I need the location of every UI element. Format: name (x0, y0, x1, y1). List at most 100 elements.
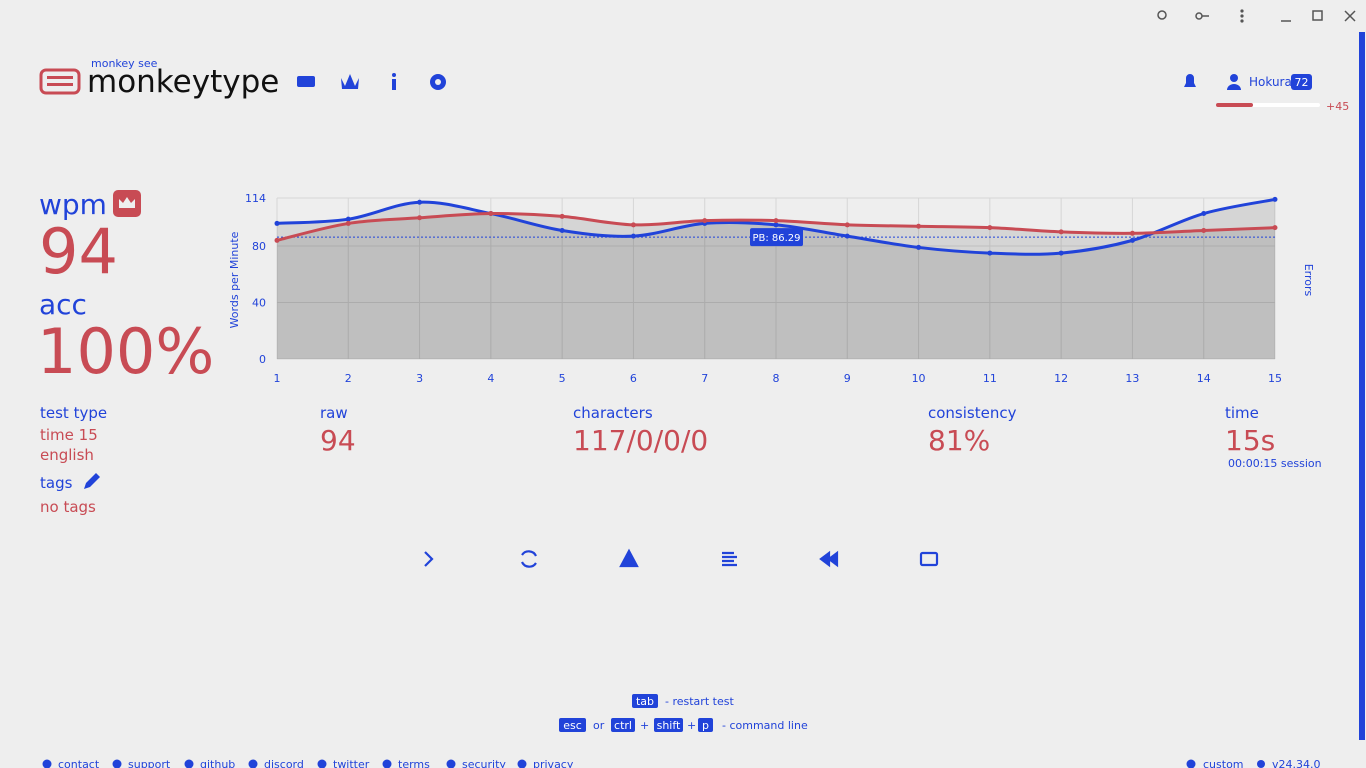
link-icon (517, 759, 527, 768)
link-icon (112, 759, 122, 768)
stat-label: consistency (928, 404, 1017, 422)
x-tick-label: 12 (1054, 372, 1068, 385)
key-label: ctrl (614, 719, 632, 732)
tags-label: tags (40, 474, 73, 492)
tags: no tags (40, 498, 96, 516)
footer-link[interactable]: twitter (333, 758, 370, 768)
crown-icon (119, 197, 135, 208)
point (1058, 250, 1064, 256)
stat-value: 117/0/0/0 (573, 424, 708, 457)
y-axis-label: Words per Minute (228, 231, 241, 328)
stats: raw 94 characters 117/0/0/0 consistency 81% ti… (320, 404, 1322, 470)
pb-label: PB: 86.29 (752, 233, 800, 244)
key (698, 718, 713, 732)
bell-icon[interactable] (1184, 74, 1196, 87)
area-fill (277, 199, 1275, 359)
point (844, 233, 850, 239)
footer-link[interactable]: discord (264, 758, 304, 768)
user-name[interactable]: Hokura (1249, 75, 1292, 89)
nav-icons[interactable] (297, 73, 446, 90)
stat-value: 15s (1225, 424, 1275, 457)
y-tick-label: 40 (252, 297, 266, 310)
point (773, 222, 779, 228)
stat-label: time (1225, 404, 1259, 422)
x-tick-label: 10 (912, 372, 926, 385)
user-icon[interactable] (1227, 74, 1241, 90)
wpm-label: wpm (39, 188, 107, 221)
link-icon (382, 759, 392, 768)
key (654, 718, 683, 732)
pb-label-bg (750, 228, 803, 247)
point (345, 220, 351, 226)
point (773, 218, 779, 224)
acc-value: 100% (37, 315, 214, 388)
y-tick-label: 0 (259, 353, 266, 366)
hint-text: - restart test (665, 695, 734, 708)
key-label: p (702, 719, 709, 732)
test-type-label: test type (40, 404, 107, 422)
level: 72 (1295, 76, 1309, 89)
stat-note: 00:00:15 session (1228, 457, 1322, 470)
x-tick-label: 7 (701, 372, 708, 385)
x-tick-label: 4 (487, 372, 494, 385)
x-tick-label: 1 (274, 372, 281, 385)
point (844, 222, 850, 228)
point (1272, 225, 1278, 231)
logo-text: monkeytype (87, 64, 279, 100)
x-tick-label: 15 (1268, 372, 1282, 385)
x-tick-label: 14 (1197, 372, 1211, 385)
footer: contact support github discord twitter terms s… (42, 758, 1321, 768)
version-icon (1257, 760, 1265, 768)
menu-dots[interactable] (1240, 9, 1244, 23)
window-controls[interactable] (1157, 10, 1356, 22)
link-icon (446, 759, 456, 768)
gear-hole (435, 79, 441, 85)
footer-link[interactable]: privacy (533, 758, 574, 768)
x-tick-label: 13 (1125, 372, 1139, 385)
y-tick-label: 80 (252, 240, 266, 253)
point (630, 233, 636, 239)
footer-link[interactable]: security (462, 758, 506, 768)
edit-tags-icon[interactable] (84, 473, 100, 489)
link-icon (317, 759, 327, 768)
point (1129, 237, 1135, 243)
point (345, 216, 351, 222)
y-tick-label: 114 (245, 192, 266, 205)
scrollbar[interactable] (1359, 32, 1365, 740)
action-buttons[interactable] (424, 548, 939, 568)
footer-link[interactable]: github (200, 758, 235, 768)
point (1129, 230, 1135, 236)
language: english (40, 446, 94, 464)
key (559, 718, 586, 732)
x-tick-label: 11 (983, 372, 997, 385)
hint-text: - command line (722, 719, 808, 732)
point (559, 213, 565, 219)
point (559, 227, 565, 233)
stat-value: 94 (320, 424, 356, 457)
logo[interactable]: monkey see monkeytype (39, 57, 279, 100)
wpm-value: 94 (39, 215, 118, 288)
version-link[interactable]: v24.34.0 (1272, 758, 1321, 768)
point (1272, 196, 1278, 202)
point (417, 199, 423, 205)
key (632, 694, 658, 708)
point (916, 244, 922, 250)
stat-value: 81% (928, 424, 990, 457)
stat-label: raw (320, 404, 348, 422)
hint-text: + (687, 719, 696, 732)
x-tick-label: 2 (345, 372, 352, 385)
x-tick-label: 9 (844, 372, 851, 385)
point (1058, 229, 1064, 235)
link-icon (248, 759, 258, 768)
xp-fill (1216, 103, 1253, 107)
key-label: shift (657, 719, 681, 732)
footer-link[interactable]: support (128, 758, 171, 768)
theme-link[interactable]: custom (1203, 758, 1244, 768)
x-tick-label: 5 (559, 372, 566, 385)
footer-link[interactable]: terms (398, 758, 430, 768)
footer-link[interactable]: contact (58, 758, 100, 768)
link-icon (42, 759, 52, 768)
theme-icon (1186, 759, 1196, 768)
